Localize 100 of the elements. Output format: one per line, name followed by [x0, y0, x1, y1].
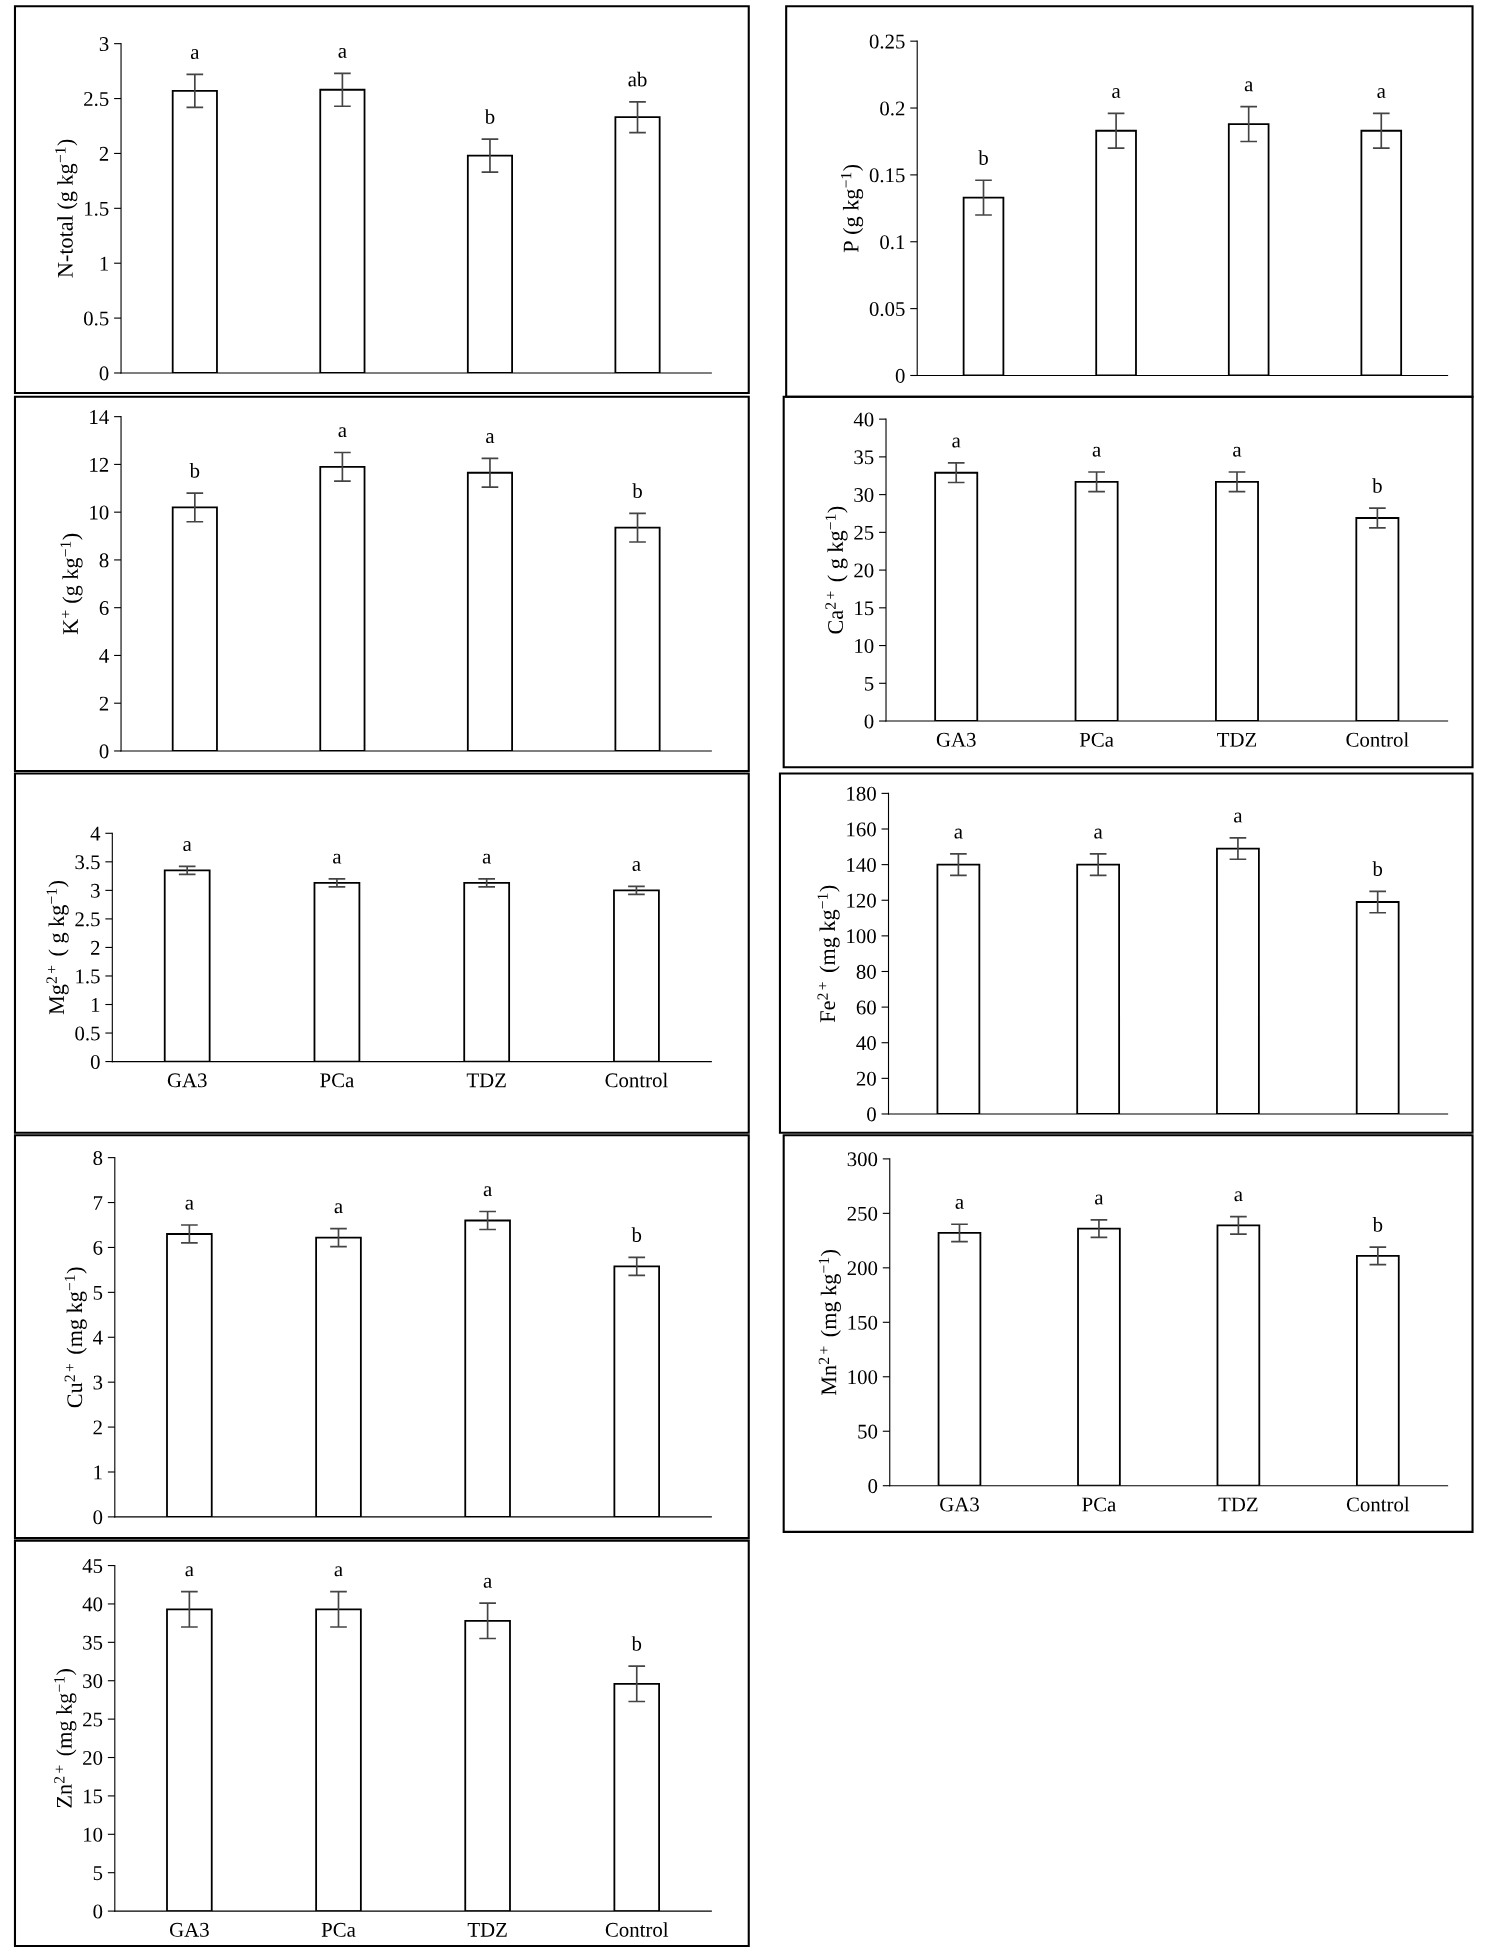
y-tick-label: 0: [93, 1510, 103, 1525]
y-axis-title: K$^{+}$ (g kg$^{−1}$): [60, 533, 83, 635]
annotation: a: [1244, 81, 1254, 92]
annotation: a: [1234, 812, 1243, 823]
y-tick-label: 100: [847, 929, 876, 944]
y-tick-label: 0: [867, 1107, 876, 1122]
y-tick-label: 7: [93, 1196, 103, 1210]
x-tick-label: PCa: [1082, 1497, 1117, 1512]
x-tick-label: Control: [605, 1072, 668, 1088]
y-tick-label: 1: [94, 1465, 102, 1480]
y-axis-title: Zn$^{2+}$ (mg kg$^{−1}$): [54, 1669, 77, 1808]
x-tick-label: TDZ: [1218, 1497, 1258, 1512]
annotation: a: [185, 1199, 194, 1210]
y-tick-label: 15: [84, 1789, 103, 1804]
y-tick-label: 2.5: [84, 91, 109, 107]
annotation: b: [1372, 478, 1382, 493]
y-tick-label: 14: [90, 410, 109, 424]
y-tick-label: 10: [855, 638, 874, 653]
y-tick-label: 0.05: [869, 301, 905, 317]
annotation: a: [183, 841, 192, 852]
annotation: a: [1234, 1191, 1243, 1202]
y-tick-label: 140: [847, 857, 876, 873]
y-tick-label: 0: [99, 744, 109, 759]
x-tick-label: GA3: [940, 1497, 979, 1512]
x-tick-label: TDZ: [466, 1073, 506, 1088]
y-tick-label: 25: [854, 525, 874, 540]
y-tick-label: 2.5: [75, 912, 100, 927]
y-tick-label: 250: [847, 1206, 878, 1221]
y-tick-label: 2: [99, 146, 109, 161]
y-tick-label: 0: [895, 368, 905, 383]
annotation: ab: [628, 71, 647, 87]
annotation: a: [632, 861, 641, 872]
y-tick-label: 60: [856, 1000, 876, 1015]
annotation: a: [1094, 828, 1103, 839]
y-tick-label: 0.15: [869, 168, 905, 183]
annotation: a: [190, 49, 200, 60]
y-axis-title: Mn$^{2+}$ (mg kg$^{−1}$): [818, 1250, 841, 1396]
y-tick-label: 0: [93, 1904, 103, 1919]
x-tick-label: TDZ: [467, 1923, 507, 1937]
y-tick-label: 120: [847, 893, 876, 908]
annotation: a: [1112, 88, 1121, 99]
y-tick-label: 5: [93, 1866, 103, 1881]
y-tick-label: 4: [92, 1330, 103, 1345]
annotation: b: [484, 109, 495, 124]
y-tick-label: 40: [856, 1036, 876, 1051]
y-tick-label: 4: [90, 826, 101, 841]
y-tick-label: 100: [848, 1370, 878, 1385]
y-tick-label: 3: [91, 883, 100, 898]
y-tick-label: 10: [84, 1827, 103, 1842]
y-tick-label: 300: [847, 1152, 878, 1167]
x-tick-label: Control: [605, 1922, 669, 1937]
y-tick-label: 3: [93, 1375, 103, 1390]
y-axis-title: Cu$^{2+}$ (mg kg$^{−1}$): [64, 1267, 87, 1408]
y-tick-label: 40: [853, 412, 874, 427]
annotation: a: [955, 1198, 964, 1209]
x-tick-label: GA3: [167, 1073, 207, 1088]
y-tick-label: 20: [83, 1750, 103, 1765]
annotation: a: [482, 853, 492, 864]
annotation: a: [486, 433, 495, 444]
y-tick-label: 4: [99, 648, 109, 663]
annotation: a: [1377, 88, 1386, 99]
y-tick-label: 35: [854, 450, 874, 465]
y-tick-label: 0: [868, 1479, 878, 1494]
y-tick-label: 30: [83, 1674, 103, 1689]
y-tick-label: 15: [855, 601, 874, 616]
y-axis-title: P (g kg$^{−1}$): [840, 164, 864, 253]
annotation: a: [954, 828, 963, 839]
y-tick-label: 150: [848, 1315, 878, 1330]
y-tick-label: 6: [93, 1240, 103, 1255]
annotation: a: [483, 1186, 492, 1197]
y-tick-label: 20: [854, 563, 874, 578]
y-tick-label: 0.5: [75, 1026, 100, 1041]
y-tick-label: 5: [865, 676, 874, 691]
annotation: a: [185, 1566, 194, 1577]
annotation: a: [338, 427, 347, 438]
annotation: b: [1372, 861, 1383, 876]
annotation: a: [1092, 446, 1101, 457]
y-tick-label: 1: [100, 256, 108, 271]
y-tick-label: 40: [82, 1597, 103, 1612]
x-tick-label: GA3: [169, 1922, 209, 1937]
y-tick-label: 1.5: [76, 969, 100, 984]
y-tick-label: 10: [90, 505, 109, 520]
y-tick-label: 180: [847, 786, 876, 801]
x-tick-label: PCa: [321, 1922, 356, 1937]
y-tick-label: 0.25: [869, 34, 905, 49]
annotation: b: [631, 1227, 642, 1242]
y-tick-label: 0.5: [83, 311, 109, 326]
y-tick-label: 2: [99, 696, 109, 711]
y-axis-title: Ca$^{2+}$ ( g kg$^{−1}$): [825, 506, 848, 634]
annotation: a: [334, 1566, 343, 1577]
y-tick-label: 0: [90, 1054, 100, 1070]
y-tick-label: 3.5: [75, 855, 100, 870]
y-tick-label: 160: [847, 822, 876, 837]
annotation: a: [1095, 1194, 1104, 1205]
y-axis-title: Fe$^{2+}$ (mg kg$^{−1}$): [817, 885, 840, 1023]
y-axis-title: Mg$^{2+}$ ( g kg$^{−1}$): [46, 880, 69, 1015]
y-tick-label: 8: [93, 1151, 103, 1166]
x-tick-label: Control: [1346, 732, 1409, 747]
annotation: a: [483, 1577, 492, 1588]
annotation: b: [189, 463, 200, 478]
